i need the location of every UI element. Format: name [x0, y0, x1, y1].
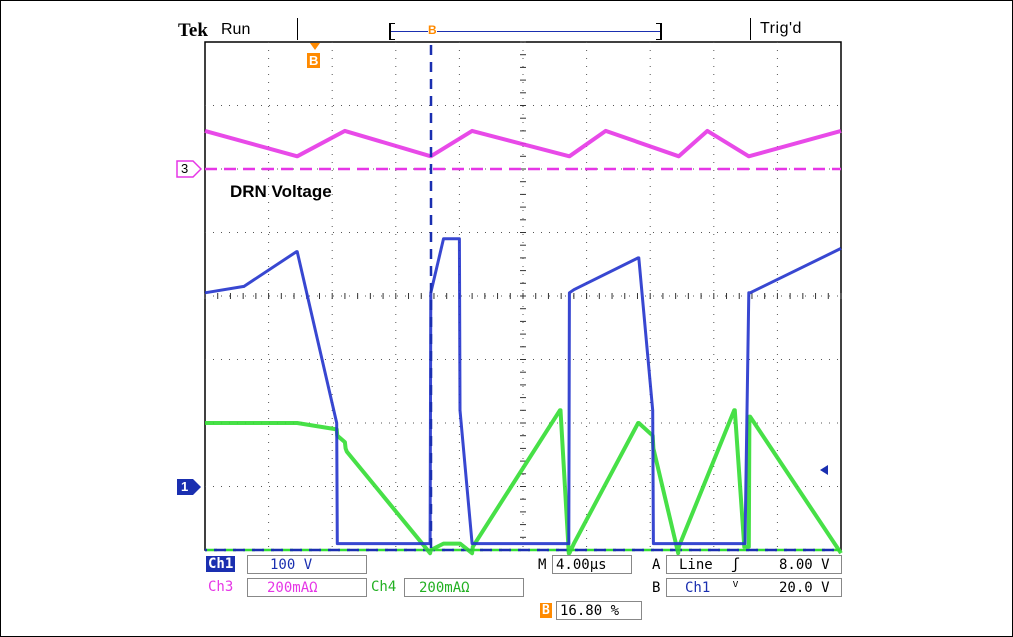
trigger-a-slope-icon: ʃ [731, 555, 741, 573]
header-divider-left [297, 18, 298, 40]
ch3-marker: 3 [176, 160, 202, 178]
header-divider-right [750, 18, 751, 40]
ch3-scale: 200mAΩ [267, 580, 318, 596]
record-bracket-right [656, 23, 662, 40]
ch1-scale: 100 V [270, 557, 313, 573]
graticule [204, 41, 842, 551]
ch1-marker-label: 1 [181, 479, 189, 494]
trigger-a-label: A [652, 557, 661, 573]
timebase-box [552, 555, 632, 574]
trigger-a-source: Line [679, 557, 713, 573]
trigger-b-label: B [652, 580, 661, 596]
ch4-scale-box [404, 578, 524, 597]
trigger-b-box [666, 578, 842, 597]
trigger-a-level: 8.00 V [779, 557, 830, 573]
trigger-b-source: Ch1 [685, 580, 711, 596]
ch1-name: Ch1 [206, 556, 236, 572]
record-position-bar [389, 31, 662, 32]
timebase-label: M [538, 557, 547, 573]
ch1-right-marker [820, 465, 828, 475]
ch4-scale: 200mAΩ [419, 580, 470, 596]
brand-label: Tek [178, 20, 208, 41]
ch3-scale-box [247, 578, 367, 597]
record-bracket-left [389, 23, 395, 40]
record-marker-icon: B [428, 23, 437, 37]
timebase-value: 4.00µs [556, 557, 607, 573]
trigger-a-box [666, 555, 842, 574]
delay-marker-icon: B [307, 53, 321, 68]
delay-marker-arrow [310, 43, 320, 50]
delay-percent-icon: B [540, 603, 552, 618]
ch1-marker: 1 [176, 478, 202, 496]
ch1-trace [204, 237, 842, 546]
trigger-status: Trig'd [760, 20, 802, 37]
ch4-name: Ch4 [371, 579, 397, 595]
ch1-scale-box [247, 555, 367, 574]
ch3-marker-label: 3 [181, 161, 189, 176]
ch3-name: Ch3 [208, 579, 234, 595]
traces [204, 128, 843, 556]
ch3-trace [204, 128, 842, 159]
trigger-b-level: 20.0 V [779, 580, 830, 596]
acquisition-status: Run [221, 21, 251, 38]
trigger-b-slope-icon: ⱽ [731, 578, 741, 596]
delay-percent-box [556, 601, 642, 620]
delay-percent: 16.80 % [560, 603, 620, 619]
drn-voltage-label: DRN Voltage [230, 182, 332, 201]
